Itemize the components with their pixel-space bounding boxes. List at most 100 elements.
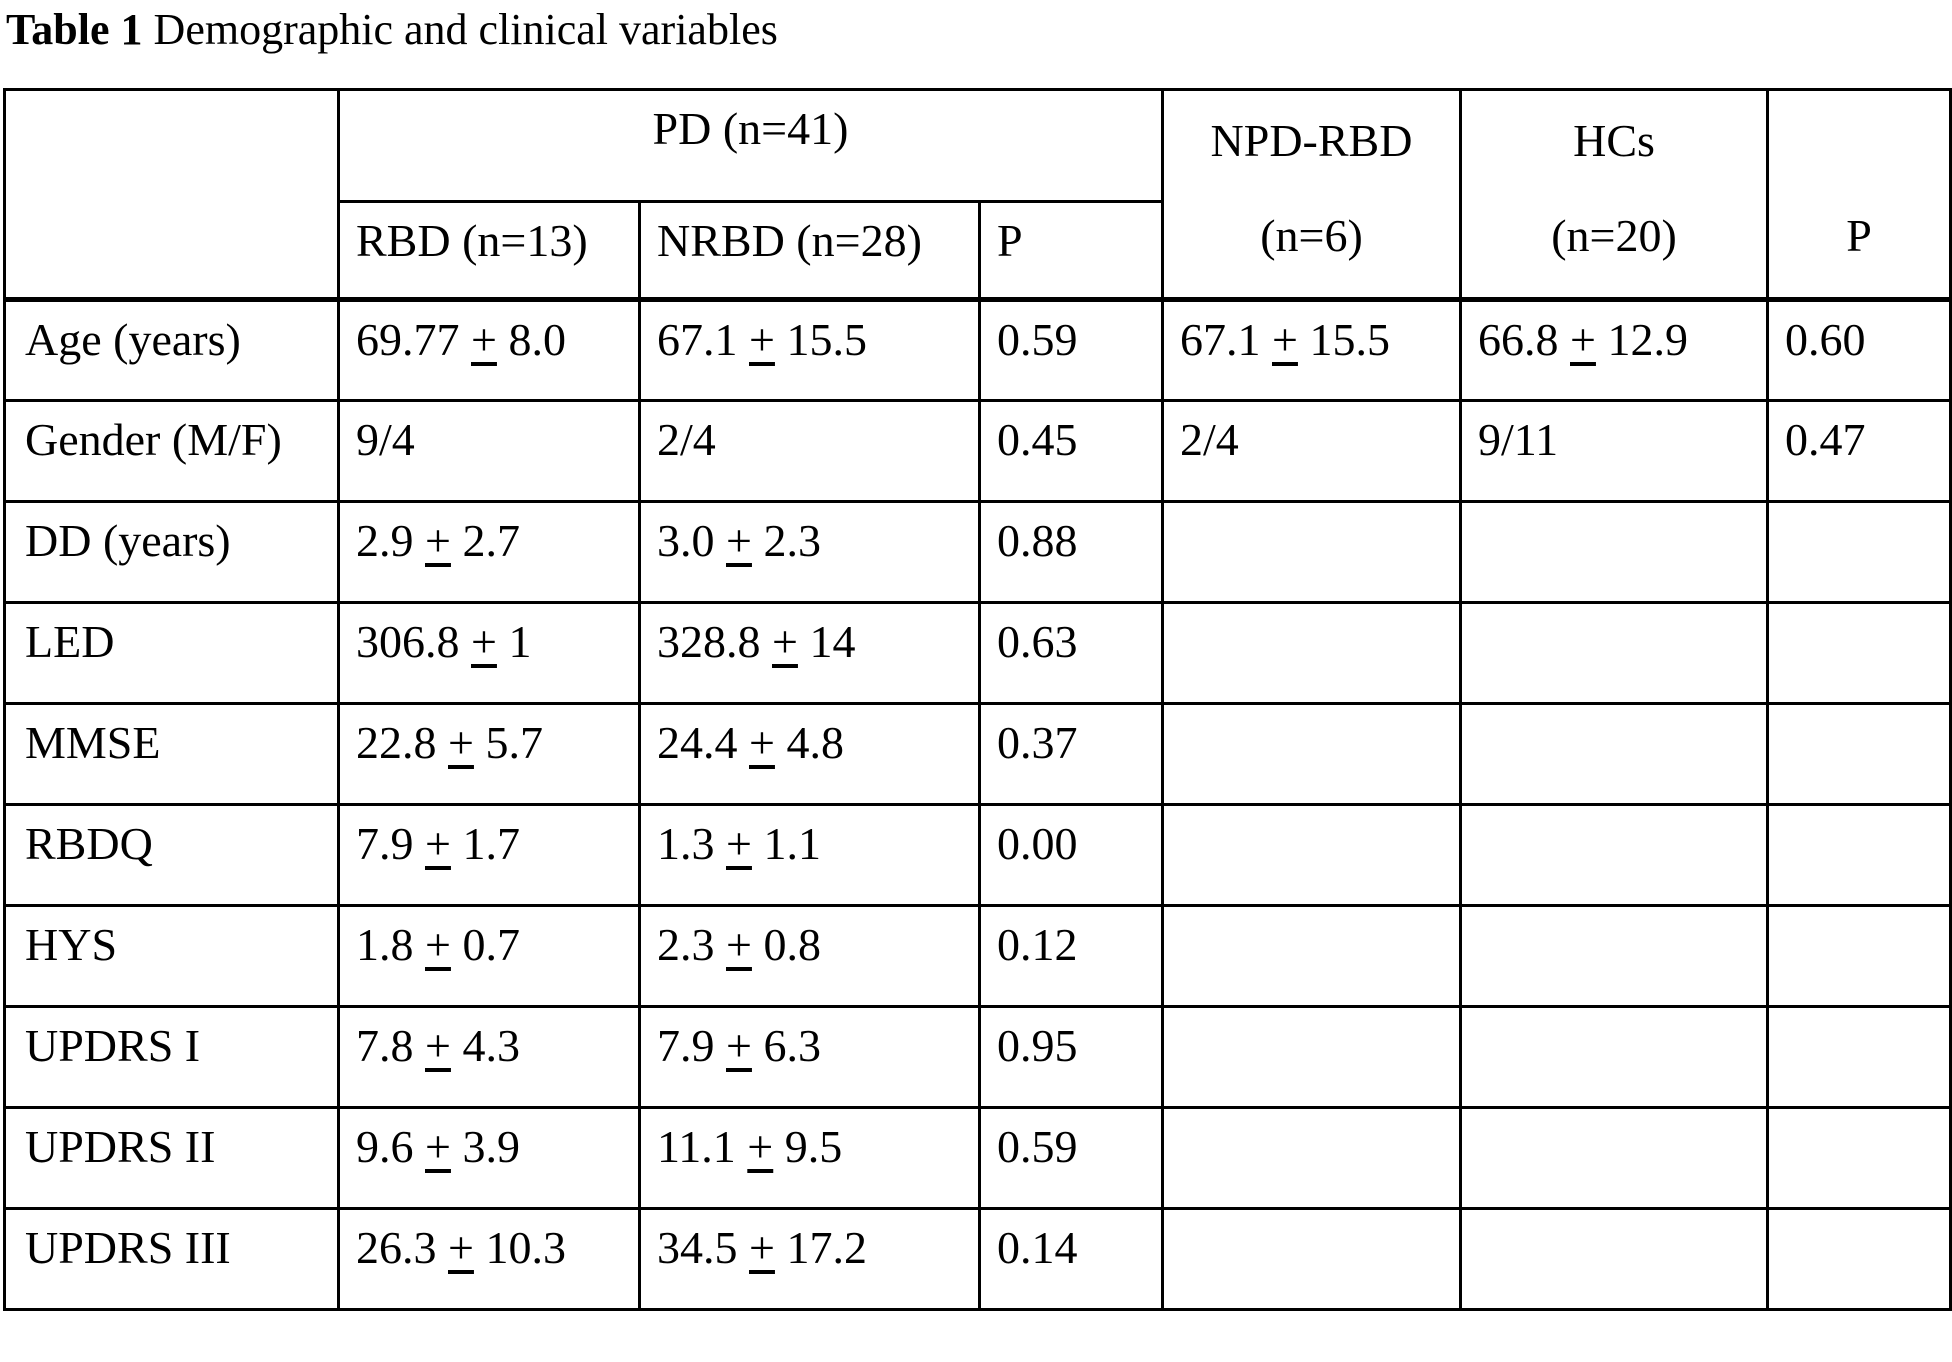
table-cell: 22.8 + 5.7 — [337, 702, 641, 806]
plus-minus-sign: + — [425, 1121, 451, 1172]
table-cell: 0.59 — [978, 297, 1164, 402]
table-cell: 2/4 — [1161, 399, 1462, 503]
table-row: MMSE 22.8 + 5.7 24.4 + 4.8 0.37 — [3, 702, 1952, 806]
table-cell — [1459, 601, 1769, 705]
table-row: UPDRS III 26.3 + 10.3 34.5 + 17.2 0.14 — [3, 1207, 1952, 1311]
p-header-left: P — [978, 200, 1164, 301]
plus-minus-sign: + — [749, 1222, 775, 1273]
table-cell: 7.9 + 1.7 — [337, 803, 641, 907]
hcs-header: HCs (n=20) — [1459, 88, 1769, 301]
table-cell — [1459, 1207, 1769, 1311]
table-cell: 34.5 + 17.2 — [638, 1207, 981, 1311]
table-body: Age (years) 69.77 + 8.0 67.1 + 15.5 0.59 67.… — [3, 297, 1952, 1311]
corner-cell — [3, 88, 340, 301]
table-cell — [1459, 500, 1769, 604]
plus-minus-sign: + — [726, 818, 752, 869]
table-cell: 11.1 + 9.5 — [638, 1106, 981, 1210]
table-cell — [1459, 904, 1769, 1008]
table-cell: 69.77 + 8.0 — [337, 297, 641, 402]
table-cell: 3.0 + 2.3 — [638, 500, 981, 604]
table-cell — [1766, 1207, 1952, 1311]
table-cell: 0.45 — [978, 399, 1164, 503]
table-row: LED 306.8 + 1 328.8 + 14 0.63 — [3, 601, 1952, 705]
table-caption: Table 1 Demographic and clinical variabl… — [0, 0, 1952, 57]
row-label: Gender (M/F) — [3, 399, 340, 503]
plus-minus-sign: + — [749, 314, 775, 365]
plus-minus-sign: + — [1570, 314, 1596, 365]
table-cell: 9/11 — [1459, 399, 1769, 503]
table-cell — [1766, 500, 1952, 604]
plus-minus-sign: + — [726, 919, 752, 970]
table-cell: 1.3 + 1.1 — [638, 803, 981, 907]
plus-minus-sign: + — [425, 919, 451, 970]
row-label: UPDRS I — [3, 1005, 340, 1109]
plus-minus-sign: + — [471, 616, 497, 667]
plus-minus-sign: + — [425, 515, 451, 566]
table-cell: 0.60 — [1766, 297, 1952, 402]
table-cell: 0.12 — [978, 904, 1164, 1008]
table-cell: 0.88 — [978, 500, 1164, 604]
table-cell — [1459, 702, 1769, 806]
table-cell: 0.59 — [978, 1106, 1164, 1210]
table-row: UPDRS II 9.6 + 3.9 11.1 + 9.5 0.59 — [3, 1106, 1952, 1210]
npd-rbd-header: NPD-RBD (n=6) — [1161, 88, 1462, 301]
plus-minus-sign: + — [1272, 314, 1298, 365]
p-header-right: P — [1766, 88, 1952, 301]
row-label: UPDRS II — [3, 1106, 340, 1210]
p-header-right-label: P — [1846, 210, 1872, 261]
p-header-right-spacer — [1771, 93, 1948, 187]
table-cell: 2.3 + 0.8 — [638, 904, 981, 1008]
row-label: RBDQ — [3, 803, 340, 907]
pd-group-header: PD (n=41) — [337, 88, 1164, 203]
table-cell — [1766, 601, 1952, 705]
plus-minus-sign: + — [747, 1121, 774, 1172]
table-caption-label: Table 1 — [6, 5, 143, 54]
table-cell — [1161, 1106, 1462, 1210]
table-cell: 0.14 — [978, 1207, 1164, 1311]
row-label: Age (years) — [3, 297, 340, 402]
plus-minus-sign: + — [726, 1020, 752, 1071]
hcs-header-line2: (n=20) — [1551, 210, 1677, 261]
table-cell: 328.8 + 14 — [638, 601, 981, 705]
table-cell: 1.8 + 0.7 — [337, 904, 641, 1008]
npd-rbd-header-line2: (n=6) — [1260, 210, 1363, 261]
table-cell — [1459, 1005, 1769, 1109]
table-row: DD (years) 2.9 + 2.7 3.0 + 2.3 0.88 — [3, 500, 1952, 604]
table-cell — [1459, 1106, 1769, 1210]
table-row: Age (years) 69.77 + 8.0 67.1 + 15.5 0.59 67.… — [3, 297, 1952, 402]
plus-minus-sign: + — [749, 717, 775, 768]
table-cell — [1766, 1005, 1952, 1109]
table-cell: 66.8 + 12.9 — [1459, 297, 1769, 402]
table-cell: 7.8 + 4.3 — [337, 1005, 641, 1109]
table-cell — [1766, 1106, 1952, 1210]
row-label: HYS — [3, 904, 340, 1008]
header-row-2: RBD (n=13) NRBD (n=28) P — [5, 200, 1951, 301]
header-row-1: PD (n=41) NPD-RBD (n=6) HCs (n=20) P — [3, 88, 1952, 301]
table-cell — [1766, 803, 1952, 907]
table-cell: 7.9 + 6.3 — [638, 1005, 981, 1109]
table-cell: 0.47 — [1766, 399, 1952, 503]
plus-minus-sign: + — [425, 1020, 451, 1071]
table-cell — [1161, 601, 1462, 705]
plus-minus-sign: + — [772, 616, 798, 667]
table-cell: 306.8 + 1 — [337, 601, 641, 705]
plus-minus-sign: + — [425, 818, 451, 869]
plus-minus-sign: + — [448, 1222, 474, 1273]
table-cell: 2.9 + 2.7 — [337, 500, 641, 604]
table-row: HYS 1.8 + 0.7 2.3 + 0.8 0.12 — [3, 904, 1952, 1008]
table-cell — [1161, 904, 1462, 1008]
table-cell: 67.1 + 15.5 — [638, 297, 981, 402]
nrbd-header: NRBD (n=28) — [638, 200, 981, 301]
table-cell: 9/4 — [337, 399, 641, 503]
table-cell: 26.3 + 10.3 — [337, 1207, 641, 1311]
hcs-header-line1: HCs — [1573, 115, 1655, 166]
table-cell: 0.00 — [978, 803, 1164, 907]
table-cell: 9.6 + 3.9 — [337, 1106, 641, 1210]
plus-minus-sign: + — [448, 717, 474, 768]
table-cell: 0.37 — [978, 702, 1164, 806]
rbd-header: RBD (n=13) — [337, 200, 641, 301]
table-caption-text: Demographic and clinical variables — [153, 5, 778, 54]
table-cell — [1766, 702, 1952, 806]
demographics-table: PD (n=41) NPD-RBD (n=6) HCs (n=20) P RBD… — [3, 88, 1952, 1311]
table-cell — [1161, 1207, 1462, 1311]
